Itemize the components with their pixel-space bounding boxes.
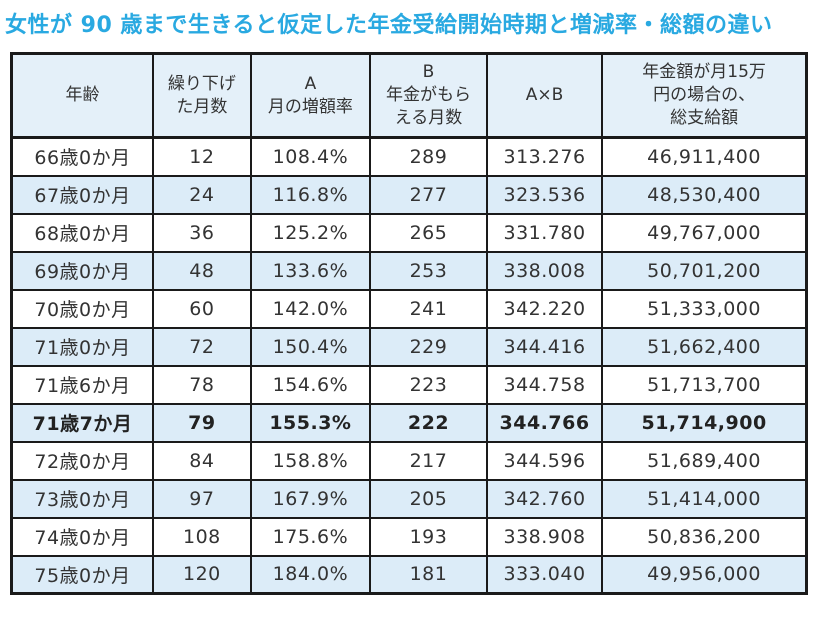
table-cell: 48 bbox=[152, 250, 252, 291]
table-cell: 70歳0か月 bbox=[10, 288, 154, 329]
table-cell: 338.008 bbox=[485, 250, 604, 291]
table-row: 69歳0か月 48 133.6% 253 338.008 50,701,200 bbox=[10, 250, 808, 291]
table-cell: 69歳0か月 bbox=[10, 250, 154, 291]
page-title: 女性が 90 歳まで生きると仮定した年金受給開始時期と増減率・総額の違い bbox=[5, 13, 773, 38]
table-cell: 217 bbox=[369, 440, 488, 481]
table-cell: 155.3% bbox=[249, 402, 372, 443]
table-cell: 48,530,400 bbox=[601, 174, 808, 215]
table-cell: 108 bbox=[152, 516, 252, 557]
table-cell: 49,956,000 bbox=[601, 554, 808, 595]
table-cell: 253 bbox=[369, 250, 488, 291]
table-cell: 67歳0か月 bbox=[10, 174, 154, 215]
table-row: 73歳0か月 97 167.9% 205 342.760 51,414,000 bbox=[10, 478, 808, 519]
table-cell: 344.766 bbox=[485, 402, 604, 443]
header-row: 年齢 繰り下げ た月数 A 月の増額率 B 年金がもら える月数 A×B 年金額が月15万… bbox=[10, 52, 808, 139]
pension-table: 年齢 繰り下げ た月数 A 月の増額率 B 年金がもら える月数 A×B 年金額が月15万… bbox=[10, 52, 808, 595]
table-cell: 97 bbox=[152, 478, 252, 519]
table-cell: 116.8% bbox=[249, 174, 372, 215]
table-row: 71歳6か月 78 154.6% 223 344.758 51,713,700 bbox=[10, 364, 808, 405]
table-cell: 344.596 bbox=[485, 440, 604, 481]
table-cell: 150.4% bbox=[249, 326, 372, 367]
table-cell: 12 bbox=[152, 136, 252, 177]
table-cell: 71歳6か月 bbox=[10, 364, 154, 405]
table-cell: 289 bbox=[369, 136, 488, 177]
table-cell: 49,767,000 bbox=[601, 212, 808, 253]
table-cell: 79 bbox=[152, 402, 252, 443]
table-cell: 241 bbox=[369, 288, 488, 329]
table-cell: 84 bbox=[152, 440, 252, 481]
table-row: 75歳0か月 120 184.0% 181 333.040 49,956,000 bbox=[10, 554, 808, 595]
table-cell: 71歳7か月 bbox=[10, 402, 154, 443]
table-cell: 73歳0か月 bbox=[10, 478, 154, 519]
column-header: A 月の増額率 bbox=[249, 52, 372, 139]
table-cell: 184.0% bbox=[249, 554, 372, 595]
table-cell: 344.416 bbox=[485, 326, 604, 367]
table-cell: 36 bbox=[152, 212, 252, 253]
table-cell: 75歳0か月 bbox=[10, 554, 154, 595]
table-cell: 46,911,400 bbox=[601, 136, 808, 177]
table-cell: 222 bbox=[369, 402, 488, 443]
table-cell: 108.4% bbox=[249, 136, 372, 177]
table-cell: 51,713,700 bbox=[601, 364, 808, 405]
table-cell: 50,701,200 bbox=[601, 250, 808, 291]
table-row: 68歳0か月 36 125.2% 265 331.780 49,767,000 bbox=[10, 212, 808, 253]
table-cell: 193 bbox=[369, 516, 488, 557]
table-cell: 205 bbox=[369, 478, 488, 519]
table-row: 71歳0か月 72 150.4% 229 344.416 51,662,400 bbox=[10, 326, 808, 367]
table-cell: 66歳0か月 bbox=[10, 136, 154, 177]
table-cell: 120 bbox=[152, 554, 252, 595]
table-body: 66歳0か月 12 108.4% 289 313.276 46,911,400 67歳0か月… bbox=[10, 136, 808, 595]
table-cell: 78 bbox=[152, 364, 252, 405]
table-cell: 175.6% bbox=[249, 516, 372, 557]
table-cell: 167.9% bbox=[249, 478, 372, 519]
table-cell: 68歳0か月 bbox=[10, 212, 154, 253]
table-cell: 51,414,000 bbox=[601, 478, 808, 519]
table-cell: 181 bbox=[369, 554, 488, 595]
table-row: 67歳0か月 24 116.8% 277 323.536 48,530,400 bbox=[10, 174, 808, 215]
table-cell: 323.536 bbox=[485, 174, 604, 215]
table-header: 年齢 繰り下げ た月数 A 月の増額率 B 年金がもら える月数 A×B 年金額が月15万… bbox=[10, 52, 808, 139]
column-header: 繰り下げ た月数 bbox=[152, 52, 252, 139]
table-row: 71歳7か月 79 155.3% 222 344.766 51,714,900 bbox=[10, 402, 808, 443]
table-cell: 60 bbox=[152, 288, 252, 329]
table-cell: 313.276 bbox=[485, 136, 604, 177]
table-cell: 277 bbox=[369, 174, 488, 215]
table-cell: 24 bbox=[152, 174, 252, 215]
table-row: 66歳0か月 12 108.4% 289 313.276 46,911,400 bbox=[10, 136, 808, 177]
table-row: 72歳0か月 84 158.8% 217 344.596 51,689,400 bbox=[10, 440, 808, 481]
table-cell: 333.040 bbox=[485, 554, 604, 595]
table-cell: 158.8% bbox=[249, 440, 372, 481]
table-cell: 133.6% bbox=[249, 250, 372, 291]
table-cell: 265 bbox=[369, 212, 488, 253]
table-cell: 72歳0か月 bbox=[10, 440, 154, 481]
table-cell: 125.2% bbox=[249, 212, 372, 253]
table-cell: 51,662,400 bbox=[601, 326, 808, 367]
table-cell: 229 bbox=[369, 326, 488, 367]
table-cell: 50,836,200 bbox=[601, 516, 808, 557]
table-cell: 72 bbox=[152, 326, 252, 367]
table-row: 74歳0か月 108 175.6% 193 338.908 50,836,200 bbox=[10, 516, 808, 557]
table-cell: 154.6% bbox=[249, 364, 372, 405]
table-cell: 342.220 bbox=[485, 288, 604, 329]
table-cell: 223 bbox=[369, 364, 488, 405]
table-cell: 331.780 bbox=[485, 212, 604, 253]
table-cell: 51,689,400 bbox=[601, 440, 808, 481]
column-header: A×B bbox=[485, 52, 604, 139]
table-cell: 342.760 bbox=[485, 478, 604, 519]
table-cell: 51,333,000 bbox=[601, 288, 808, 329]
table-cell: 142.0% bbox=[249, 288, 372, 329]
table-cell: 74歳0か月 bbox=[10, 516, 154, 557]
column-header: 年金額が月15万 円の場合の、 総支給額 bbox=[601, 52, 808, 139]
table-cell: 71歳0か月 bbox=[10, 326, 154, 367]
table-cell: 51,714,900 bbox=[601, 402, 808, 443]
column-header: 年齢 bbox=[10, 52, 154, 139]
table-cell: 338.908 bbox=[485, 516, 604, 557]
table-cell: 344.758 bbox=[485, 364, 604, 405]
table-row: 70歳0か月 60 142.0% 241 342.220 51,333,000 bbox=[10, 288, 808, 329]
column-header: B 年金がもら える月数 bbox=[369, 52, 488, 139]
